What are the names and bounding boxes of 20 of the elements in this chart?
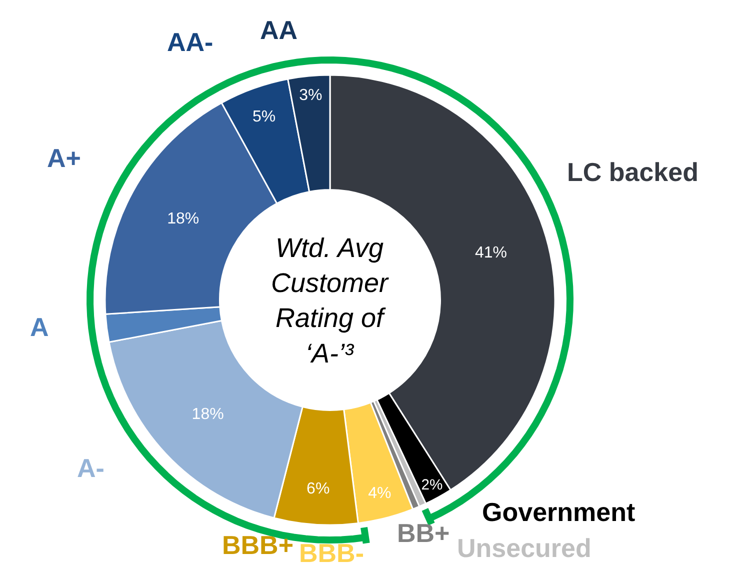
slice-label: A [30, 312, 49, 342]
data-label: 4% [368, 485, 392, 502]
slice-label: Unsecured [457, 533, 592, 563]
slice-label: Government [482, 497, 636, 527]
data-label: 18% [167, 210, 200, 228]
data-label: 3% [299, 86, 322, 104]
slice-label: BBB+ [222, 530, 294, 560]
slice-label: A+ [47, 143, 81, 173]
data-label: 5% [252, 108, 276, 126]
slice-label: AA- [167, 27, 214, 57]
data-label: 2% [421, 478, 443, 494]
slice-label: BB+ [397, 518, 450, 548]
slice-label: BBB- [299, 538, 364, 568]
text: Wtd. Avg Customer Rating of ‘A-’³ [271, 233, 390, 368]
data-label: 18% [192, 406, 224, 424]
slice-label: LC backed [567, 157, 698, 187]
slice-label: A- [77, 453, 104, 483]
slice-label: AA [260, 15, 298, 45]
data-label: 41% [474, 244, 507, 262]
data-label: 6% [306, 480, 330, 498]
